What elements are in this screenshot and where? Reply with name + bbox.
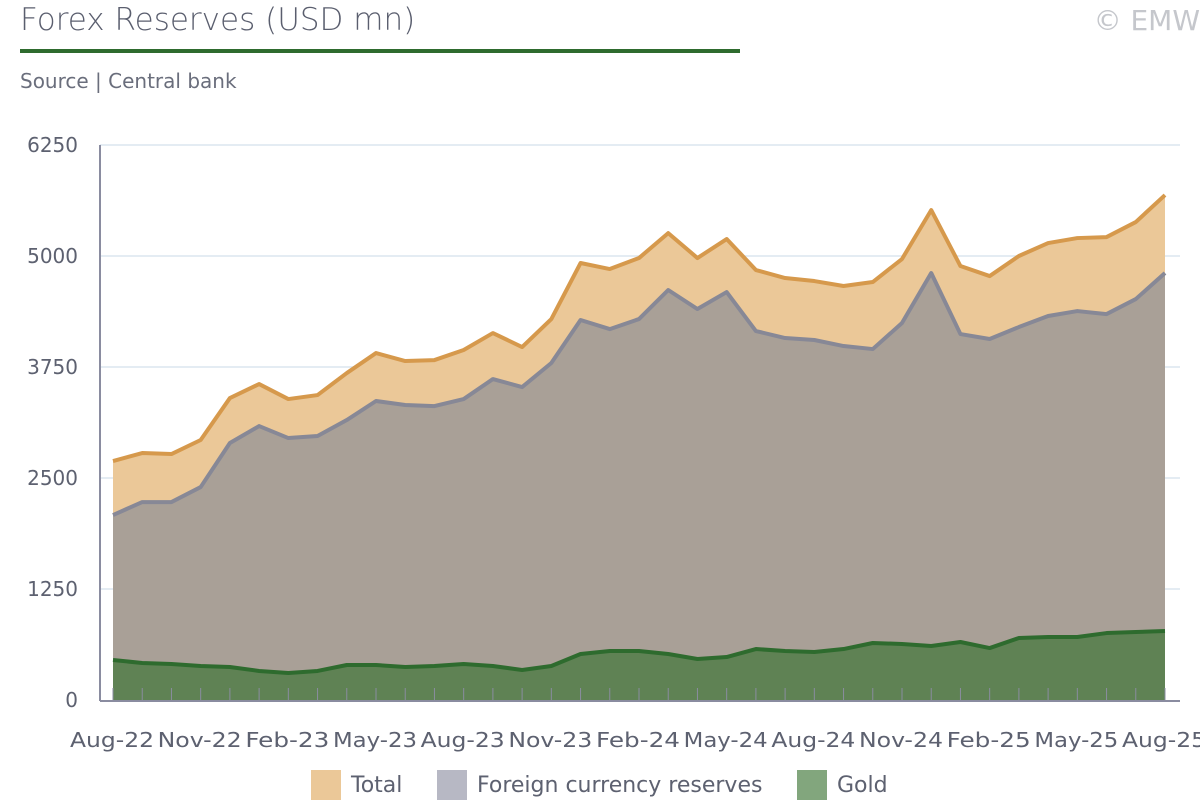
legend-item-gold[interactable]: Gold [797, 770, 888, 800]
x-tick-label: Feb-24 [596, 728, 680, 752]
x-tick-label: Aug-22 [70, 728, 154, 752]
legend-item-total[interactable]: Total [311, 770, 402, 800]
x-tick-label: May-23 [333, 728, 417, 752]
line-total [112, 193, 1167, 463]
legend-label: Total [351, 772, 403, 798]
chart-title: Forex Reserves (USD mn) [20, 2, 416, 38]
legend: Total Foreign currency reserves Gold [0, 770, 1200, 800]
legend-swatch-gold [797, 770, 827, 800]
x-tick-label: May-24 [684, 728, 768, 752]
y-tick-label: 3750 [27, 355, 78, 379]
y-tick-label: 5000 [27, 244, 78, 268]
legend-swatch-fx [437, 770, 467, 800]
area-foreign-currency [113, 273, 1165, 700]
x-tick-label: Nov-24 [859, 728, 943, 752]
x-tick-label: Nov-23 [508, 728, 592, 752]
y-tick-label: 0 [65, 688, 78, 712]
x-tick-label: Feb-23 [245, 728, 329, 752]
x-tick-label: Aug-24 [771, 728, 855, 752]
x-tick-label: Aug-23 [421, 728, 505, 752]
line-foreign-currency [112, 271, 1167, 517]
source-label: Source | Central bank [20, 69, 237, 93]
copyright-label: © EMW [1093, 4, 1200, 37]
line-gold [112, 629, 1166, 676]
x-tick-label: May-25 [1034, 728, 1118, 752]
y-tick-label: 6250 [27, 133, 78, 157]
legend-label: Foreign currency reserves [477, 772, 763, 798]
legend-label: Gold [837, 772, 888, 798]
title-underline [20, 49, 740, 53]
x-tick-label: Nov-22 [158, 728, 242, 752]
x-tick-label: Aug-25 [1122, 728, 1200, 752]
x-tick-label: Feb-25 [947, 728, 1031, 752]
legend-swatch-total [311, 770, 341, 800]
area-gold [113, 631, 1165, 700]
y-tick-label: 2500 [27, 466, 78, 490]
legend-item-fx[interactable]: Foreign currency reserves [437, 770, 762, 800]
y-tick-label: 1250 [27, 577, 78, 601]
